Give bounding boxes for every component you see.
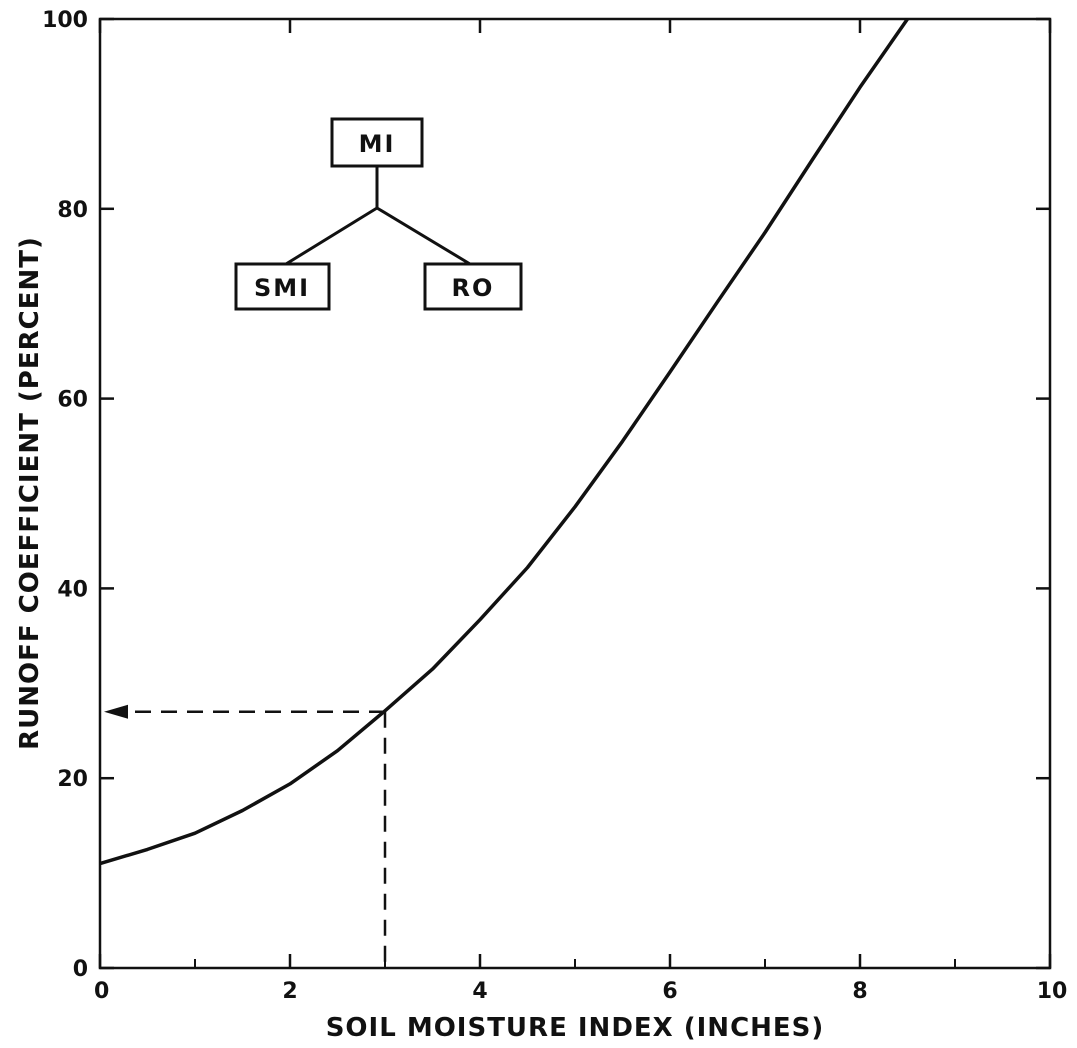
y-tick-label-80: 80	[57, 198, 88, 223]
inset-tree-diagram: MI SMI RO	[234, 117, 523, 311]
y-tick-label-0: 0	[73, 957, 88, 982]
y-tick-label-60: 60	[57, 388, 88, 413]
x-tick-label-8: 8	[852, 979, 867, 1004]
node-mi-label: MI	[359, 130, 396, 158]
node-smi: SMI	[234, 262, 331, 311]
x-axis-title: SOIL MOISTURE INDEX (INCHES)	[326, 1013, 825, 1043]
y-axis-title: RUNOFF COEFFICIENT (PERCENT)	[15, 236, 45, 750]
node-ro-label: RO	[452, 274, 495, 302]
y-tick-label-100: 100	[42, 8, 88, 33]
x-tick-label-6: 6	[662, 979, 677, 1004]
tree-branch-right	[376, 206, 471, 266]
y-tick-label-20: 20	[57, 767, 88, 792]
node-ro: RO	[423, 262, 523, 311]
x-tick-label-0: 0	[94, 979, 109, 1004]
x-tick-label-10: 10	[1037, 979, 1068, 1004]
axis-ticks	[98, 17, 1052, 970]
x-tick-label-4: 4	[472, 979, 487, 1004]
runoff-curve	[99, 18, 909, 866]
node-smi-label: SMI	[254, 274, 310, 302]
guide-arrowhead-icon	[104, 704, 128, 719]
x-tick-label-2: 2	[282, 979, 297, 1004]
node-mi: MI	[330, 117, 424, 168]
tree-branch-left	[285, 206, 378, 266]
y-tick-label-40: 40	[57, 577, 88, 602]
plot-frame	[98, 17, 1052, 970]
